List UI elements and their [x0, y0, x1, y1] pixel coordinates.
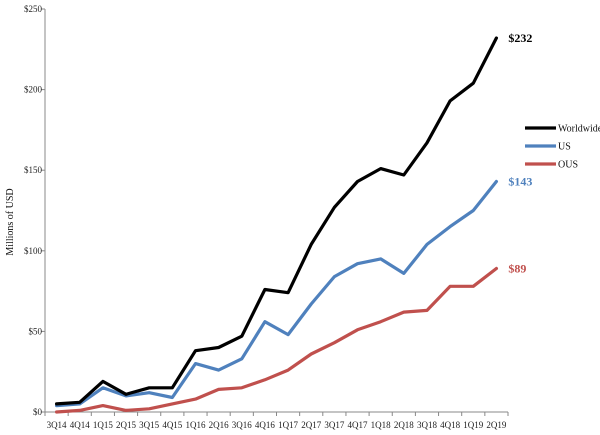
x-tick-label: 1Q16 — [185, 420, 205, 430]
y-tick-label: $200 — [24, 85, 43, 95]
x-tick-label: 2Q16 — [209, 420, 229, 430]
x-tick-label: 2Q15 — [116, 420, 136, 430]
x-tick-label: 2Q18 — [394, 420, 414, 430]
x-tick-label: 4Q14 — [70, 420, 90, 430]
series-line-us — [54, 179, 498, 408]
x-tick-label: 2Q17 — [301, 420, 321, 430]
x-tick-label: 1Q15 — [93, 420, 113, 430]
series-line-worldwide — [54, 36, 498, 406]
x-tick-label: 2Q19 — [486, 420, 506, 430]
y-tick-label: $250 — [24, 4, 43, 14]
legend-label-worldwide: Worldwide — [558, 124, 600, 135]
x-tick-label: 4Q18 — [440, 420, 460, 430]
legend-label-ous: OUS — [558, 160, 578, 171]
x-tick-label: 3Q14 — [47, 420, 67, 430]
x-tick-label: 1Q19 — [463, 420, 483, 430]
y-axis-title: Millions of USD — [5, 188, 16, 255]
x-tick-label: 1Q18 — [371, 420, 391, 430]
end-labels: $89 $143 $232 — [508, 31, 532, 276]
x-tick-label: 4Q16 — [255, 420, 275, 430]
y-tick-label: $100 — [24, 246, 43, 256]
end-value-label: $232 — [508, 31, 532, 45]
y-tick-label: $0 — [33, 407, 43, 417]
x-tick-label: 1Q17 — [278, 420, 298, 430]
x-tick-label: 3Q18 — [417, 420, 437, 430]
legend: Worldwide US OUS — [525, 124, 600, 171]
series-lines — [54, 36, 498, 414]
end-value-label: $143 — [508, 174, 532, 188]
x-tick-label: 4Q15 — [162, 420, 182, 430]
y-tick-label: $50 — [29, 326, 43, 336]
x-tick-label: 3Q15 — [139, 420, 159, 430]
x-tick-label: 3Q16 — [232, 420, 252, 430]
x-tick-label: 4Q17 — [348, 420, 368, 430]
series-line-ous — [54, 266, 498, 414]
x-tick-label: 3Q17 — [324, 420, 344, 430]
end-value-label: $89 — [508, 262, 526, 276]
legend-label-us: US — [558, 142, 571, 153]
y-tick-label: $150 — [24, 165, 43, 175]
